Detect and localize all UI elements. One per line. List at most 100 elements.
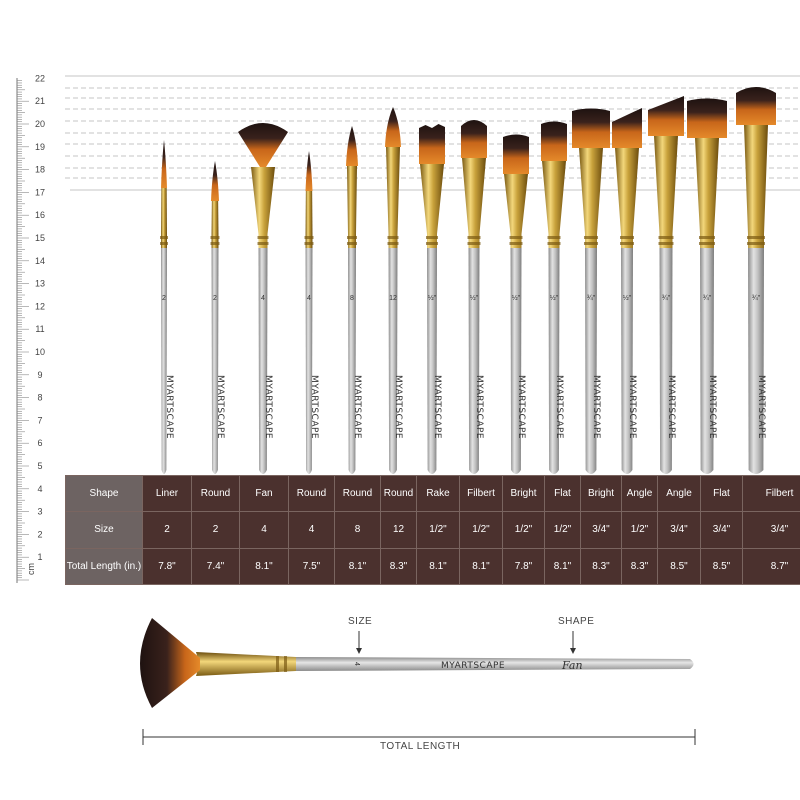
ruler-unit: cm	[26, 563, 36, 575]
brush-bright: ½" MYARTSCAPE	[503, 134, 529, 474]
brush-brand: MYARTSCAPE	[432, 375, 442, 439]
brush-ferrule	[386, 147, 400, 248]
brush-ferrule	[579, 148, 603, 248]
spec-cell: 2	[142, 511, 192, 549]
brush-handle	[388, 248, 398, 474]
spec-cell: Round	[288, 474, 335, 513]
ruler-label: 21	[35, 96, 45, 106]
brush-size-mark: 2	[213, 295, 217, 302]
ruler-label: 20	[35, 119, 45, 129]
ruler-label: 2	[37, 529, 42, 539]
brush-angle: ¾" MYARTSCAPE	[648, 96, 684, 474]
spec-cell: 8.5"	[657, 547, 701, 586]
size-pointer-head	[356, 648, 362, 654]
brush-handle	[427, 248, 437, 474]
brush-bristles	[238, 123, 288, 167]
spec-cell: Filbert	[742, 474, 800, 513]
ferrule-band	[620, 242, 634, 245]
spec-cell: 7.4"	[191, 547, 240, 586]
brush-ferrule	[420, 164, 444, 248]
ferrule-band	[160, 236, 168, 239]
ferrule-band	[347, 242, 357, 245]
brush-filbert: ¾" MYARTSCAPE	[736, 87, 776, 474]
spec-cell: 1/2"	[621, 511, 658, 549]
brush-handle	[468, 248, 480, 474]
brush-ferrule	[542, 161, 566, 248]
ruler-label: 18	[35, 165, 45, 175]
ruler-label: 8	[37, 393, 42, 403]
brush-ferrule	[654, 136, 678, 248]
brush-ferrule	[504, 174, 528, 248]
ferrule-band	[426, 242, 438, 245]
diagram-shape-script: Fan	[561, 659, 583, 672]
spec-cell: Rake	[416, 474, 460, 513]
brush-brand: MYARTSCAPE	[756, 375, 766, 439]
brush-bristles	[305, 151, 313, 191]
ferrule-band	[699, 236, 715, 239]
spec-cell: Flat	[544, 474, 581, 513]
brush-round: 8 MYARTSCAPE	[346, 126, 362, 474]
row-header: Total Length (in.)	[65, 547, 143, 586]
spec-cell: Flat	[700, 474, 743, 513]
brush-size-mark: ½"	[428, 294, 437, 302]
diagram-size-mark: 4	[353, 662, 360, 666]
ferrule-band	[210, 236, 220, 239]
brush-set: 2 MYARTSCAPE 2 MYARTSCAPE 4 MYARTSCAPE 4 MYARTS…	[160, 87, 776, 474]
ferrule-band	[347, 236, 357, 239]
ferrule-band	[304, 242, 314, 245]
brush-filbert: ½" MYARTSCAPE	[461, 120, 487, 474]
ruler-label: 4	[37, 484, 42, 494]
brush-ferrule	[251, 167, 275, 248]
brush-handle	[700, 248, 714, 474]
ferrule-band	[210, 242, 220, 245]
ferrule-band	[584, 236, 598, 239]
ferrule-band	[387, 236, 399, 239]
ruler-label: 11	[35, 324, 44, 334]
spec-cell: 1/2"	[502, 511, 545, 549]
ferrule-band	[509, 236, 523, 239]
ferrule-band	[257, 242, 269, 245]
ferrule-band	[547, 242, 561, 245]
spec-cell: Round	[334, 474, 381, 513]
spec-cell: 8.1"	[544, 547, 581, 586]
brush-brand: MYARTSCAPE	[309, 375, 319, 439]
ferrule-band	[426, 236, 438, 239]
spec-cell: 7.5"	[288, 547, 335, 586]
shape-pointer-head	[570, 648, 576, 654]
diagram-handle	[296, 657, 694, 671]
brush-bristles	[612, 108, 642, 148]
ferrule-band	[467, 242, 481, 245]
brush-handle	[659, 248, 673, 474]
ruler-label: 1	[37, 552, 42, 562]
brush-size-mark: ¾"	[587, 295, 596, 302]
brush-size-mark: 2	[162, 295, 166, 302]
brush-brand: MYARTSCAPE	[352, 375, 362, 439]
row-header: Shape	[65, 474, 143, 513]
ferrule-band	[547, 236, 561, 239]
brush-size-mark: ½"	[470, 294, 479, 302]
brush-bristles	[419, 124, 445, 164]
brush-ferrule	[695, 138, 719, 248]
brush-round: 12 MYARTSCAPE	[385, 107, 403, 474]
row-header: Size	[65, 511, 143, 549]
brush-handle	[348, 248, 356, 474]
ferrule-band	[276, 656, 279, 672]
brush-ferrule	[462, 158, 486, 248]
ruler-label: 5	[37, 461, 42, 471]
brush-handle	[621, 248, 633, 474]
spec-cell: 8.1"	[334, 547, 381, 586]
brush-handle	[748, 248, 764, 474]
spec-cell: 8.5"	[700, 547, 743, 586]
spec-cell: 2	[191, 511, 240, 549]
ferrule-band	[699, 242, 715, 245]
brush-flat: ½" MYARTSCAPE	[541, 121, 567, 474]
ferrule-band	[304, 236, 314, 239]
brush-bristles	[211, 161, 219, 201]
spec-cell: 8.1"	[459, 547, 503, 586]
spec-cell: Angle	[657, 474, 701, 513]
shape-label: SHAPE	[558, 616, 595, 627]
spec-cell: 8.3"	[621, 547, 658, 586]
brush-size-mark: ½"	[550, 294, 559, 302]
brush-brand: MYARTSCAPE	[474, 375, 484, 439]
